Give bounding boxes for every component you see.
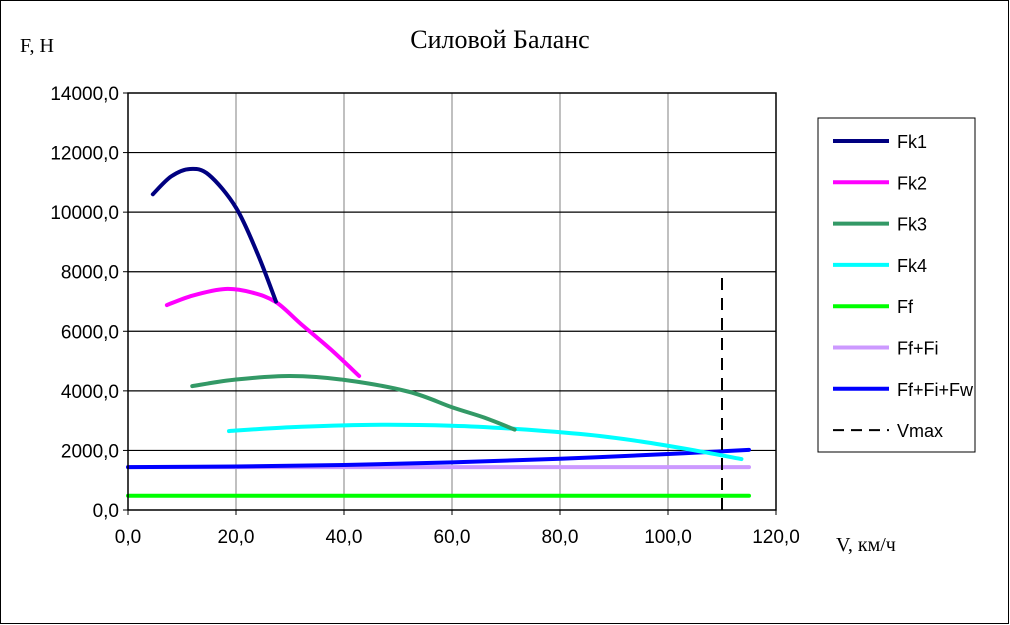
legend-label-ff-fi: Ff+Fi [897, 339, 939, 359]
x-tick-label: 20,0 [218, 527, 255, 548]
legend-label-ff-fi-fw: Ff+Fi+Fw [897, 380, 974, 400]
y-tick-label: 12000,0 [50, 144, 119, 165]
legend-label-ff: Ff [897, 297, 914, 317]
y-tick-label: 0,0 [93, 501, 119, 522]
y-tick-label: 8000,0 [61, 263, 119, 284]
series-ff-fi-fw [126, 447, 751, 470]
y-tick-label: 10000,0 [50, 203, 119, 224]
x-tick-label: 80,0 [542, 527, 579, 548]
y-tick-label: 14000,0 [50, 84, 119, 105]
legend-label-fk4: Fk4 [897, 256, 927, 276]
y-axis-label: F, Н [20, 35, 54, 57]
y-tick-label: 4000,0 [61, 382, 119, 403]
tick-labels: 0,0 20,0 40,0 60,0 80,0 100,0 120,0 0,0 2000,0 40… [50, 84, 799, 548]
legend-box [817, 117, 976, 453]
x-tick-label: 120,0 [752, 527, 800, 548]
series-lines [126, 166, 751, 510]
series-fk1 [150, 166, 278, 304]
y-tick-label: 6000,0 [61, 322, 119, 343]
series-fk3 [190, 373, 517, 432]
legend-label-vmax: Vmax [897, 421, 943, 441]
x-tick-label: 40,0 [326, 527, 363, 548]
chart-title: Силовой Баланс [410, 25, 589, 54]
plot-area-border [127, 92, 777, 511]
legend-label-fk1: Fk1 [897, 132, 927, 152]
gridlines [123, 92, 777, 515]
legend-label-fk2: Fk2 [897, 173, 927, 193]
series-fk2 [164, 286, 362, 378]
x-tick-label: 60,0 [434, 527, 471, 548]
x-axis-label: V, км/ч [836, 534, 896, 556]
x-tick-label: 100,0 [644, 527, 692, 548]
y-tick-label: 2000,0 [61, 441, 119, 462]
x-tick-label: 0,0 [115, 527, 141, 548]
legend: Fk1 Fk2 Fk3 Fk4 Ff Ff+Fi Ff+Fi+Fw Vmax [817, 117, 976, 453]
legend-label-fk3: Fk3 [897, 215, 927, 235]
